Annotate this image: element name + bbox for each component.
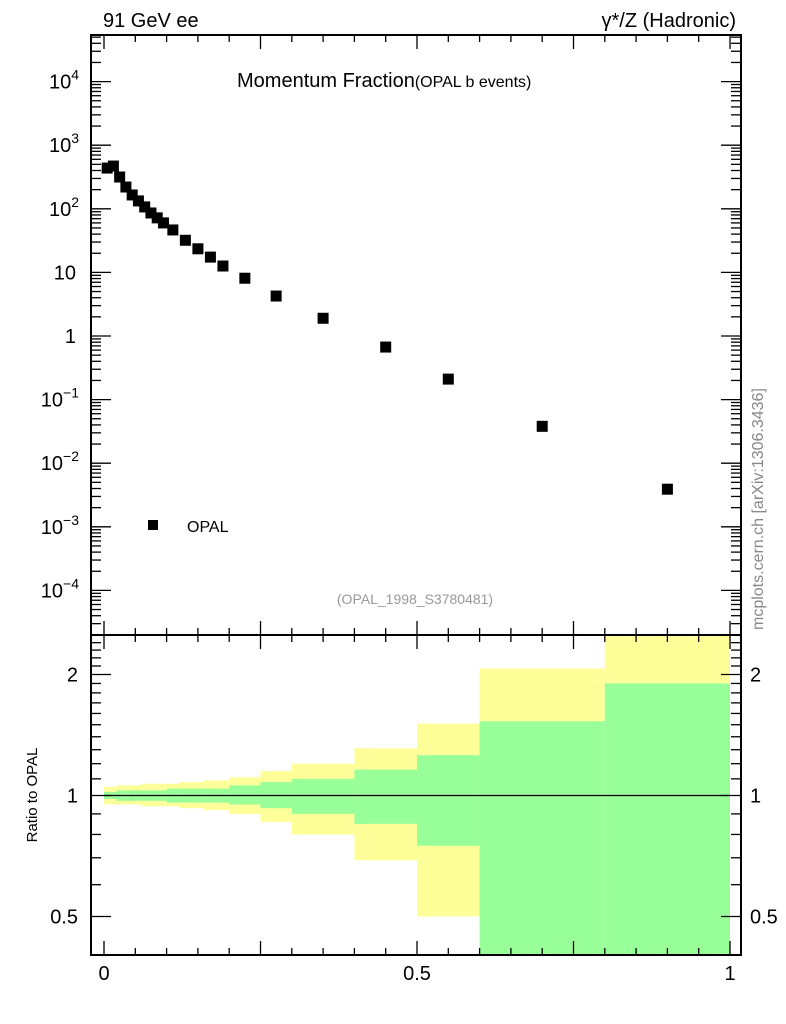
y-tick-base: 10 <box>41 390 63 412</box>
data-point <box>217 260 229 272</box>
y-tick-label: 10 <box>54 262 76 284</box>
y-tick-base: 10 <box>49 135 71 157</box>
y-tick-exp: −4 <box>63 575 79 591</box>
y-tick-label: 104 <box>49 67 79 94</box>
y-tick-label: 10−2 <box>41 448 79 475</box>
data-point <box>179 234 191 246</box>
data-point <box>192 243 204 255</box>
data-point <box>126 189 138 201</box>
data-point <box>151 212 163 224</box>
data-point <box>380 341 392 353</box>
y-tick-base: 10 <box>41 580 63 602</box>
title-sub: (OPAL b events) <box>415 74 532 91</box>
data-point <box>107 160 119 172</box>
y-tick-exp: −3 <box>63 512 79 528</box>
ratio-y-tick-label-right: 0.5 <box>750 907 778 929</box>
data-point <box>442 373 454 385</box>
y-tick-label: 102 <box>49 194 79 221</box>
y-tick-exp: −1 <box>63 385 79 401</box>
y-tick-exp: −2 <box>63 448 79 464</box>
y-tick-base: 10 <box>54 262 76 284</box>
band-1sigma-bin <box>479 721 605 956</box>
ratio-ylabel: Ratio to OPAL <box>24 748 41 843</box>
y-tick-base: 10 <box>49 199 71 221</box>
ratio-y-tick-label-left: 1 <box>67 786 78 808</box>
x-tick-label: 1 <box>724 963 735 985</box>
band-1sigma-bin <box>354 769 417 824</box>
data-point <box>132 195 144 207</box>
data-point <box>120 181 132 193</box>
y-tick-label: 1 <box>65 326 76 348</box>
y-tick-label: 10−4 <box>41 575 79 602</box>
y-tick-base: 1 <box>65 326 76 348</box>
y-tick-exp: 2 <box>71 194 79 210</box>
band-1sigma-bin <box>417 755 480 846</box>
data-point <box>536 420 548 432</box>
y-tick-label: 10−3 <box>41 512 79 539</box>
legend: OPAL <box>148 519 229 536</box>
data-point <box>145 207 157 219</box>
data-point <box>239 272 251 284</box>
data-point <box>167 224 179 236</box>
y-tick-base: 10 <box>41 453 63 475</box>
band-1sigma-bin <box>604 683 730 956</box>
watermark: mcplots.cern.ch [arXiv:1306.3436] <box>750 388 767 630</box>
legend-marker <box>148 520 158 530</box>
y-tick-exp: 4 <box>71 67 79 83</box>
y-tick-base: 10 <box>49 72 71 94</box>
header-right: γ*/Z (Hadronic) <box>602 10 736 32</box>
data-point <box>157 217 169 229</box>
ratio-bands <box>104 635 730 956</box>
y-tick-label: 10−1 <box>41 385 79 412</box>
y-tick-label: 103 <box>49 130 79 157</box>
title-main: Momentum Fraction <box>237 70 415 92</box>
data-point <box>101 162 113 174</box>
header-left: 91 GeV ee <box>103 10 199 32</box>
ratio-y-tick-label-right: 1 <box>750 786 761 808</box>
plot-title: Momentum Fraction(OPAL b events) <box>237 70 531 92</box>
y-tick-exp: 3 <box>71 130 79 146</box>
data-points <box>101 160 673 495</box>
legend-label: OPAL <box>187 519 229 536</box>
data-point <box>270 290 282 302</box>
data-point <box>661 483 673 495</box>
ratio-y-tick-label-left: 0.5 <box>50 907 78 929</box>
x-tick-label: 0.5 <box>403 963 431 985</box>
data-point <box>139 201 151 213</box>
analysis-label: (OPAL_1998_S3780481) <box>337 591 493 607</box>
data-point <box>317 312 329 324</box>
x-tick-label: 0 <box>98 963 109 985</box>
main-frame <box>90 34 742 636</box>
band-1sigma-bin <box>291 778 355 814</box>
data-point <box>204 251 216 263</box>
y-tick-base: 10 <box>41 517 63 539</box>
ratio-y-tick-label-right: 2 <box>750 665 761 687</box>
ratio-y-tick-label-left: 2 <box>67 665 78 687</box>
data-point <box>114 171 126 183</box>
